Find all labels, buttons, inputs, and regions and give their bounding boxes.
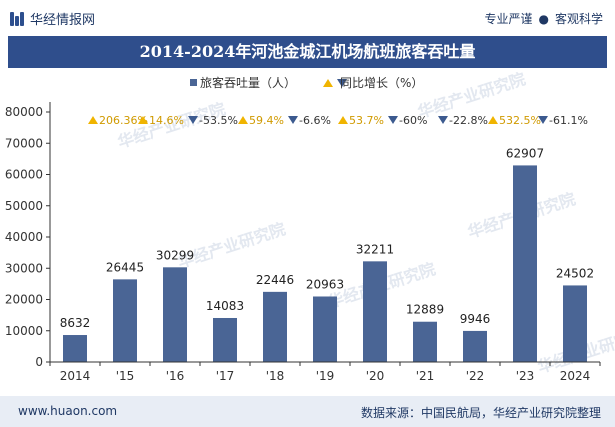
y-tick-label: 0: [35, 355, 43, 369]
x-tick-label: '23: [516, 369, 535, 383]
chart-legend: 旅客吞吐量（人） 同比增长（%）: [190, 75, 423, 90]
growth-down-icon: [438, 116, 448, 124]
growth-down-icon: [288, 116, 298, 124]
growth-labels-layer: 206.36% 14.6% -53.5% 59.4% -6.6% 53.7% -60% -22…: [88, 114, 588, 127]
growth-up-icon: [338, 116, 348, 124]
x-tick-label: '15: [116, 369, 135, 383]
bar-value-label: 26445: [106, 260, 144, 274]
y-tick-label: 20000: [5, 293, 43, 307]
y-tick-label: 10000: [5, 324, 43, 338]
header-bar: 华经情报网 专业严谨 ● 客观科学: [0, 0, 615, 36]
chart-title: 2014-2024年河池金城江机场航班旅客吞吐量: [8, 36, 607, 68]
growth-label: 53.7%: [349, 114, 384, 127]
bar-value-label: 12889: [406, 303, 444, 317]
brand[interactable]: 华经情报网: [10, 9, 95, 28]
legend-up-triangle-icon: [323, 79, 333, 87]
bar-chart: 华经产业研究院华经产业研究院华经产业研究院华经产业研究院华经产业研究院华经产业研…: [5, 69, 615, 383]
bar: [413, 321, 437, 362]
y-tick-label: 30000: [5, 261, 43, 275]
x-tick-label: '16: [166, 369, 185, 383]
bar-value-label: 62907: [506, 146, 544, 160]
growth-down-icon: [188, 116, 198, 124]
bar: [563, 285, 587, 362]
y-axis: 0 10000 20000 30000 40000 50000 60000 70000 8000…: [5, 102, 51, 369]
bar-value-label: 22446: [256, 273, 294, 287]
growth-label: -53.5%: [199, 114, 238, 127]
tag-professional: 专业严谨: [484, 12, 533, 26]
x-axis: 2014 '15 '16 '17 '18 '19 '20 '21 '22 '23 2024: [49, 361, 601, 383]
growth-up-icon: [88, 116, 98, 124]
bar-value-label: 30299: [156, 248, 194, 262]
bar: [363, 261, 387, 362]
x-tick-label: '19: [316, 369, 335, 383]
bar-value-label: 20963: [306, 277, 344, 291]
y-tick-label: 80000: [5, 105, 43, 119]
growth-label: 14.6%: [149, 114, 184, 127]
bar-value-label: 32211: [356, 242, 394, 256]
x-tick-label: '20: [366, 369, 385, 383]
growth-up-icon: [138, 116, 148, 124]
legend-bar-swatch: [190, 79, 197, 86]
legend-growth-label: 同比增长（%）: [340, 76, 423, 90]
bar: [63, 335, 87, 362]
growth-label: -6.6%: [299, 114, 331, 127]
growth-label: 59.4%: [249, 114, 284, 127]
x-tick-label: '22: [466, 369, 485, 383]
growth-label: -60%: [399, 114, 427, 127]
x-tick-label: '17: [216, 369, 235, 383]
footer-bar: www.huaon.com 数据来源：中国民航局，华经产业研究院整理: [0, 396, 615, 427]
growth-label: 532.5%: [499, 114, 541, 127]
bars-layer: 8632 26445 30299 14083 22446 20963 32211 12889 9…: [60, 146, 594, 362]
bar: [213, 317, 237, 362]
bar: [513, 165, 537, 362]
bar-value-label: 24502: [556, 266, 594, 280]
tag-objective: 客观科学: [554, 12, 603, 26]
y-tick-label: 70000: [5, 136, 43, 150]
growth-label: -22.8%: [449, 114, 488, 127]
growth-label: 206.36%: [99, 114, 148, 127]
footer-source: 数据来源：中国民航局，华经产业研究院整理: [360, 406, 601, 420]
bar: [263, 291, 287, 362]
bar: [313, 296, 337, 362]
brand-logo-icon: [10, 11, 24, 26]
growth-label: -61.1%: [549, 114, 588, 127]
bar-value-label: 14083: [206, 299, 244, 313]
bar-value-label: 8632: [60, 316, 91, 330]
watermark-text: 华经产业研究院: [175, 219, 287, 272]
x-tick-label: 2024: [560, 369, 591, 383]
bar-value-label: 9946: [460, 312, 491, 326]
footer-website[interactable]: www.huaon.com: [18, 404, 118, 418]
growth-up-icon: [238, 116, 248, 124]
brand-name: 华经情报网: [30, 13, 96, 28]
bar: [113, 279, 137, 362]
growth-up-icon: [488, 116, 498, 124]
x-tick-label: '18: [266, 369, 285, 383]
growth-down-icon: [388, 116, 398, 124]
y-tick-label: 40000: [5, 230, 43, 244]
header-tags: 专业严谨 ● 客观科学: [484, 10, 603, 27]
y-tick-label: 50000: [5, 199, 43, 213]
growth-down-icon: [538, 116, 548, 124]
y-tick-label: 60000: [5, 168, 43, 182]
legend-down-triangle-icon: [337, 79, 347, 87]
legend-bar-label: 旅客吞吐量（人）: [200, 75, 296, 90]
bar: [463, 330, 487, 362]
x-tick-label: '21: [416, 369, 435, 383]
bar: [163, 267, 187, 362]
x-tick-label: 2014: [60, 369, 91, 383]
tag-separator: ●: [538, 12, 549, 26]
